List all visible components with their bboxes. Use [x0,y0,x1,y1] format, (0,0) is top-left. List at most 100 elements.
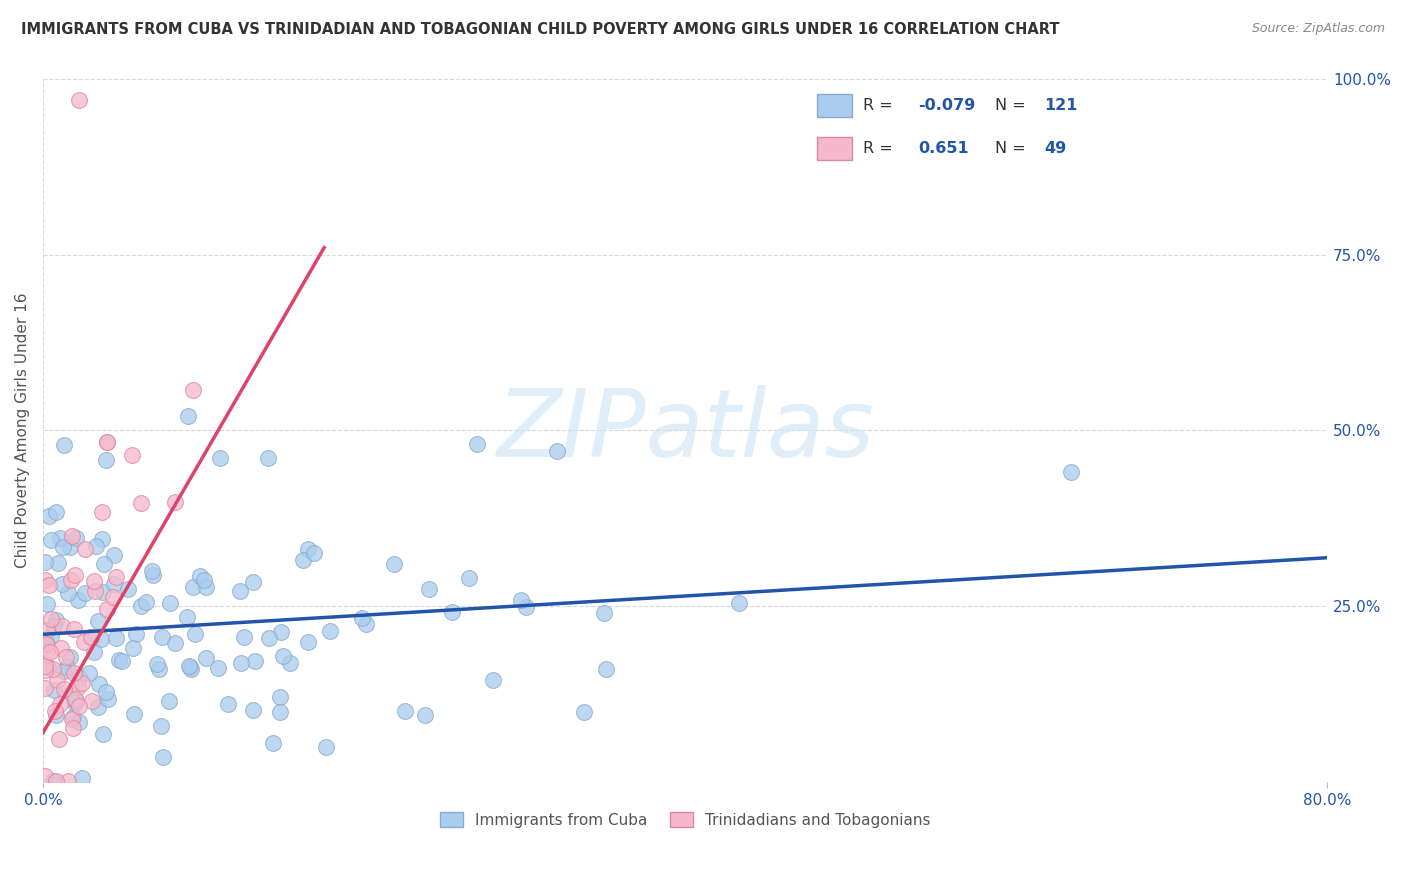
Point [70,772,93,786]
Point [42,683,65,698]
Point [93,558,115,572]
Point [90,532,112,546]
Point [62,710,84,724]
Text: R =: R = [863,141,898,156]
Point [59,649,82,664]
Point [262,736,284,750]
Point [34,681,56,695]
Point [297,635,319,649]
Point [315,740,337,755]
Text: N =: N = [995,98,1031,113]
Point [53,664,76,678]
Point [121,448,143,462]
Point [103,577,125,591]
Point [304,546,326,560]
Point [37,624,59,638]
Point [35,644,58,658]
Point [83,574,105,589]
Text: N =: N = [995,141,1031,156]
Point [72,676,94,690]
Point [59,540,82,554]
Point [73,586,96,600]
Point [122,706,145,721]
Point [111,654,134,668]
Text: IMMIGRANTS FROM CUBA VS TRINIDADIAN AND TOBAGONIAN CHILD POVERTY AMONG GIRLS UND: IMMIGRANTS FROM CUBA VS TRINIDADIAN AND … [21,22,1060,37]
Point [87,615,110,629]
Point [278,656,301,670]
Point [87,700,110,714]
Point [150,718,173,732]
Point [101,590,124,604]
Point [728,596,751,610]
Point [67,698,90,713]
Point [55,650,77,665]
Text: 121: 121 [1045,98,1077,113]
Point [103,548,125,562]
Point [65,694,87,708]
Point [96,434,118,449]
Point [125,626,148,640]
Point [39,629,62,643]
Point [269,705,291,719]
Legend: Immigrants from Cuba, Trinidadians and Tobagonians: Immigrants from Cuba, Trinidadians and T… [433,805,936,834]
Point [117,582,139,596]
Point [38,509,60,524]
Point [259,631,281,645]
Point [91,726,114,740]
Point [87,676,110,690]
Point [34,768,56,782]
Point [574,706,596,720]
Point [96,434,118,449]
Point [56,659,79,673]
Point [176,409,198,424]
Point [35,636,58,650]
Point [141,564,163,578]
Text: 0.651: 0.651 [918,141,969,156]
Point [352,611,374,625]
Bar [817,95,852,117]
Point [179,659,201,673]
Point [150,630,173,644]
Point [593,607,616,621]
Point [193,574,215,588]
Point [39,533,62,548]
Point [1059,466,1081,480]
Point [269,690,291,704]
Point [354,616,377,631]
Point [184,627,207,641]
Point [77,666,100,681]
Point [96,602,118,616]
Point [49,640,72,655]
Point [39,612,62,626]
Point [60,574,83,588]
Point [382,557,405,571]
Point [44,705,66,719]
Point [257,451,280,466]
Point [242,574,264,589]
Point [418,582,440,596]
Point [48,697,70,711]
Point [56,586,79,600]
Point [67,592,90,607]
Text: 49: 49 [1045,141,1067,156]
Point [83,645,105,659]
Point [129,599,152,613]
Bar [817,137,852,160]
Point [157,694,180,708]
Point [441,605,464,619]
Point [52,437,75,451]
Point [188,568,211,582]
Point [415,707,437,722]
Point [131,496,153,510]
Point [146,657,169,671]
Point [45,613,67,627]
Point [51,577,73,591]
Point [107,653,129,667]
Point [38,578,60,592]
Y-axis label: Child Poverty Among Girls Under 16: Child Poverty Among Girls Under 16 [15,293,30,568]
Point [39,645,62,659]
Point [67,93,90,107]
Text: R =: R = [863,98,898,113]
Point [121,641,143,656]
Point [63,622,86,636]
